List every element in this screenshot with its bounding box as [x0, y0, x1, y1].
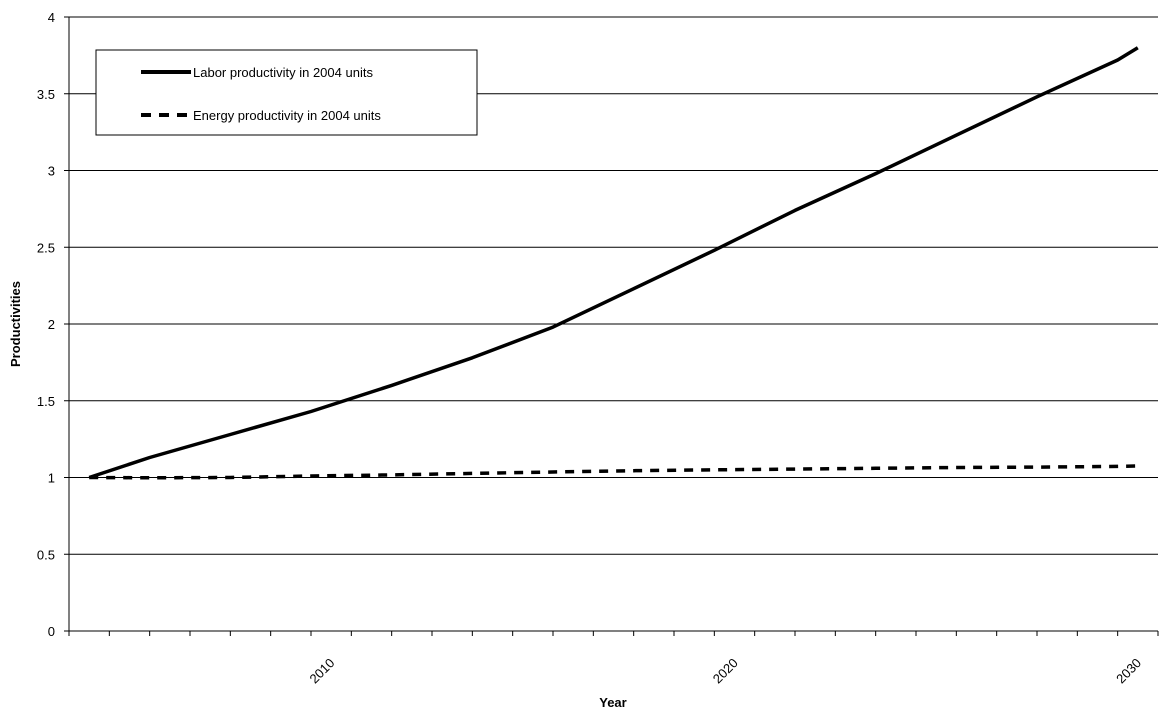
y-tick-label-6: 3 — [48, 164, 55, 179]
series-line-labor — [88, 46, 1139, 480]
y-tick-label-0: 0 — [48, 624, 55, 639]
x-axis-title: Year — [599, 695, 626, 710]
legend-label-labor: Labor productivity in 2004 units — [193, 65, 373, 80]
x-tick-label-2: 2030 — [1113, 655, 1144, 686]
series-line-energy — [89, 464, 1138, 480]
y-axis-title: Productivities — [8, 281, 23, 367]
y-tick-label-5: 2.5 — [37, 240, 55, 255]
y-tick-label-1: 0.5 — [37, 547, 55, 562]
x-tick-label-0: 2010 — [306, 655, 337, 686]
legend-label-energy: Energy productivity in 2004 units — [193, 108, 381, 123]
series-layer — [88, 46, 1139, 480]
legend: Labor productivity in 2004 units Energy … — [95, 49, 478, 136]
y-tick-label-8: 4 — [48, 10, 55, 25]
y-tick-label-3: 1.5 — [37, 394, 55, 409]
x-tick-label-1: 2020 — [710, 655, 741, 686]
y-tick-label-4: 2 — [48, 317, 55, 332]
x-axis: 2010 2020 2030 — [68, 630, 1159, 686]
y-axis: 0 0.5 1 1.5 2 2.5 3 3.5 4 — [37, 10, 70, 639]
legend-box — [95, 49, 478, 136]
y-tick-label-7: 3.5 — [37, 87, 55, 102]
y-tick-label-2: 1 — [48, 471, 55, 486]
